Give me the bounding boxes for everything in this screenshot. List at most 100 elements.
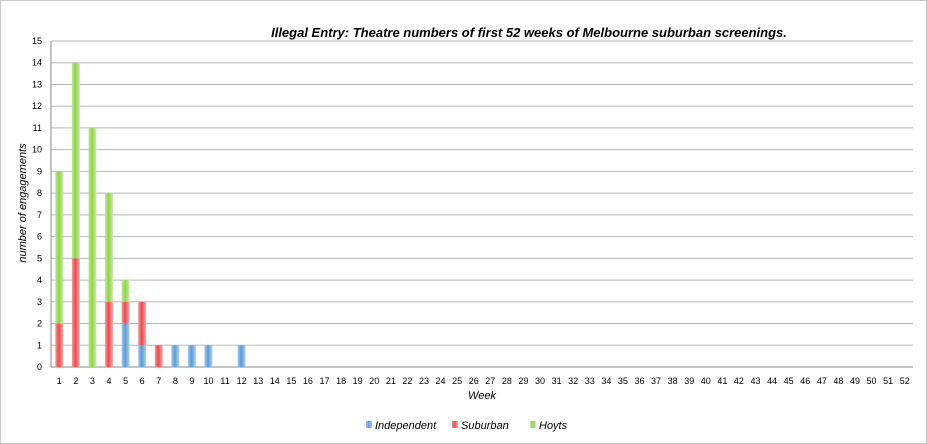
- y-tick-label: 4: [37, 275, 42, 285]
- x-tick-label: 44: [767, 376, 777, 386]
- x-tick-label: 29: [518, 376, 528, 386]
- y-tick-label: 3: [37, 297, 42, 307]
- y-tick-label: 12: [32, 101, 42, 111]
- x-tick-label: 5: [123, 376, 128, 386]
- x-tick-label: 49: [850, 376, 860, 386]
- x-tick-label: 11: [220, 376, 229, 386]
- x-tick-label: 17: [320, 376, 330, 386]
- x-tick-label: 10: [203, 376, 213, 386]
- x-tick-label: 13: [253, 376, 263, 386]
- x-tick-label: 42: [734, 376, 744, 386]
- x-tick-label: 6: [140, 376, 145, 386]
- y-tick-label: 2: [37, 319, 42, 329]
- x-tick-label: 26: [469, 376, 479, 386]
- legend-swatch-independent: [366, 421, 372, 428]
- bar-suburban-week-6: [138, 301, 147, 346]
- x-tick-label: 21: [386, 376, 396, 386]
- x-tick-label: 12: [237, 376, 247, 386]
- x-tick-label: 19: [353, 376, 363, 386]
- x-tick-label: 36: [634, 376, 644, 386]
- bar-independent-week-8: [171, 345, 180, 367]
- x-tick-label: 41: [717, 376, 727, 386]
- legend-label-suburban: Suburban: [461, 420, 509, 432]
- x-tick-label: 14: [270, 376, 280, 386]
- x-tick-label: 7: [156, 376, 161, 386]
- bar-independent-week-12: [237, 345, 246, 367]
- x-tick-label: 18: [336, 376, 346, 386]
- bar-hoyts-week-5: [121, 280, 130, 302]
- bar-independent-week-10: [204, 345, 213, 367]
- x-tick-label: 31: [552, 376, 562, 386]
- x-tick-label: 1: [57, 376, 62, 386]
- legend-swatch-suburban: [452, 421, 458, 428]
- y-tick-label: 13: [32, 79, 42, 89]
- x-tick-label: 34: [601, 376, 611, 386]
- y-tick-label: 5: [37, 253, 42, 263]
- bar-hoyts-week-2: [71, 62, 80, 259]
- x-tick-label: 25: [452, 376, 462, 386]
- y-tick-label: 1: [37, 340, 42, 350]
- x-tick-label: 16: [303, 376, 313, 386]
- bar-hoyts-week-3: [88, 127, 97, 367]
- x-tick-label: 23: [419, 376, 429, 386]
- x-tick-label: 2: [73, 376, 78, 386]
- bar-hoyts-week-4: [105, 193, 113, 302]
- bar-suburban-week-4: [105, 301, 113, 367]
- x-tick-label: 51: [883, 376, 893, 386]
- bar-suburban-week-1: [55, 323, 64, 367]
- bar-suburban-week-7: [154, 345, 163, 367]
- x-tick-label: 24: [436, 376, 446, 386]
- x-tick-label: 38: [668, 376, 678, 386]
- x-tick-label: 35: [618, 376, 628, 386]
- x-tick-label: 8: [173, 376, 178, 386]
- legend-swatch-hoyts: [530, 421, 536, 428]
- x-tick-label: 47: [817, 376, 827, 386]
- x-tick-label: 48: [833, 376, 843, 386]
- bar-suburban-week-2: [71, 258, 80, 367]
- x-tick-label: 32: [568, 376, 578, 386]
- y-axis-label: number of engagements: [17, 143, 29, 263]
- y-tick-label: 15: [32, 36, 42, 46]
- x-tick-label: 20: [369, 376, 379, 386]
- chart-title: Illegal Entry: Theatre numbers of first …: [271, 25, 787, 40]
- bars: [55, 62, 246, 367]
- x-tick-label: 27: [485, 376, 495, 386]
- x-axis-ticks: 1 2 3 4 5 6 7 8 9 10 11 12 13 14 15 16 17 18 19 20 21 22 23 24 2…: [57, 376, 910, 386]
- x-tick-label: 45: [784, 376, 794, 386]
- x-tick-label: 37: [651, 376, 661, 386]
- x-tick-label: 50: [867, 376, 877, 386]
- bar-independent-week-6: [138, 345, 147, 367]
- y-tick-label: 0: [37, 362, 42, 372]
- x-tick-label: 40: [701, 376, 711, 386]
- x-tick-label: 9: [189, 376, 194, 386]
- legend: Independent Suburban Hoyts: [366, 420, 568, 432]
- y-tick-label: 7: [37, 210, 42, 220]
- bar-hoyts-week-1: [55, 171, 64, 324]
- gridlines: [50, 40, 913, 368]
- x-axis-label: Week: [468, 390, 496, 402]
- x-tick-label: 30: [535, 376, 545, 386]
- bar-independent-week-5: [121, 323, 130, 367]
- x-tick-label: 52: [900, 376, 910, 386]
- x-tick-label: 43: [751, 376, 761, 386]
- legend-label-hoyts: Hoyts: [539, 420, 568, 432]
- y-tick-label: 11: [33, 123, 42, 133]
- x-tick-label: 28: [502, 376, 512, 386]
- x-tick-label: 33: [585, 376, 595, 386]
- bar-independent-week-9: [187, 345, 196, 367]
- y-tick-label: 9: [37, 166, 42, 176]
- x-tick-label: 4: [107, 376, 112, 386]
- y-tick-label: 10: [32, 145, 42, 155]
- x-tick-label: 39: [684, 376, 694, 386]
- x-tick-label: 3: [90, 376, 95, 386]
- legend-label-independent: Independent: [375, 420, 437, 432]
- x-tick-label: 15: [286, 376, 296, 386]
- y-tick-label: 8: [37, 188, 42, 198]
- x-tick-label: 22: [402, 376, 412, 386]
- bar-suburban-week-5: [121, 301, 130, 324]
- y-tick-label: 6: [37, 232, 42, 242]
- x-tick-label: 46: [800, 376, 810, 386]
